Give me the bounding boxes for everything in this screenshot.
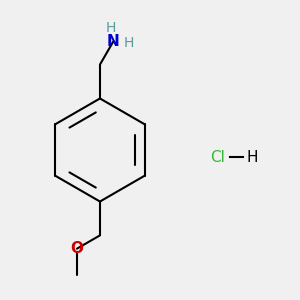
Text: O: O <box>70 241 83 256</box>
Text: H: H <box>124 36 134 50</box>
Text: Cl: Cl <box>210 150 225 165</box>
Text: H: H <box>106 21 116 35</box>
Text: N: N <box>107 34 120 49</box>
Text: H: H <box>247 150 258 165</box>
